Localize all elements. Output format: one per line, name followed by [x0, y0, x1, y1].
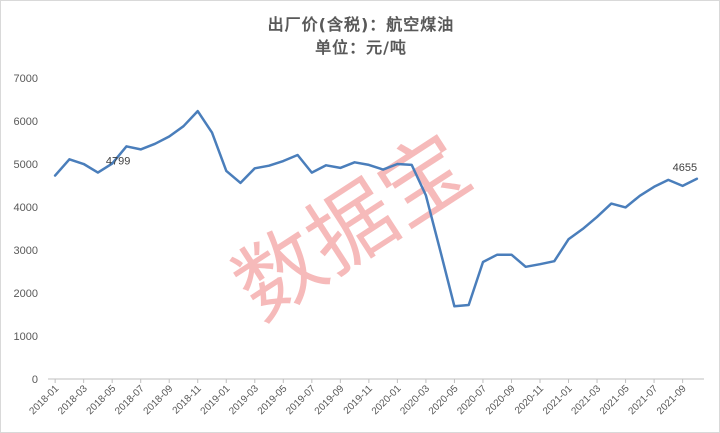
x-tick-label: 2018-01 — [28, 383, 62, 417]
data-point — [510, 254, 512, 256]
data-point — [410, 164, 412, 166]
x-tick-label: 2019-01 — [199, 383, 233, 417]
x-tick-label: 2018-03 — [56, 383, 90, 417]
x-tick-label: 2020-05 — [427, 383, 461, 417]
data-point — [639, 195, 641, 197]
data-point — [197, 110, 199, 112]
x-tick-label: 2018-07 — [113, 383, 147, 417]
series-line — [53, 109, 699, 308]
y-tick-label: 7000 — [14, 73, 38, 85]
data-label: 4655 — [673, 162, 697, 174]
data-point — [182, 125, 184, 127]
data-point — [97, 171, 99, 173]
watermark-text: 数据宝 — [218, 117, 487, 338]
data-point — [225, 170, 227, 172]
y-tick-label: 3000 — [14, 245, 38, 257]
y-tick-label: 6000 — [14, 116, 38, 128]
x-tick-label: 2021-03 — [569, 383, 603, 417]
data-point — [610, 202, 612, 204]
y-tick-label: 1000 — [14, 331, 38, 343]
data-point — [596, 216, 598, 218]
data-point — [353, 161, 355, 163]
data-point — [482, 261, 484, 263]
data-point — [254, 167, 256, 169]
data-point — [582, 228, 584, 230]
y-tick-label: 2000 — [14, 288, 38, 300]
y-tick-label: 4000 — [14, 202, 38, 214]
data-point — [154, 143, 156, 145]
x-tick-label: 2020-09 — [484, 383, 518, 417]
data-point — [268, 165, 270, 167]
data-point — [382, 168, 384, 170]
data-point — [624, 206, 626, 208]
x-tick-label: 2019-03 — [227, 383, 261, 417]
data-point — [311, 171, 313, 173]
x-tick-label: 2020-11 — [513, 383, 547, 417]
data-point — [296, 154, 298, 156]
data-point — [653, 186, 655, 188]
x-tick-label: 2020-03 — [398, 383, 432, 417]
x-tick-label: 2019-09 — [313, 383, 347, 417]
data-point — [567, 238, 569, 240]
data-point — [325, 164, 327, 166]
chart-subtitle: 单位：元/吨 — [315, 38, 407, 57]
data-label: 4799 — [106, 156, 130, 168]
data-point — [496, 254, 498, 256]
x-tick-label: 2020-01 — [370, 383, 404, 417]
x-tick-label: 2021-07 — [626, 383, 660, 417]
data-point — [282, 160, 284, 162]
data-point — [696, 178, 698, 180]
chart-title: 出厂价(含税)：航空煤油 — [267, 15, 455, 34]
y-tick-label: 5000 — [14, 159, 38, 171]
data-point — [239, 182, 241, 184]
data-point — [139, 148, 141, 150]
x-tick-label: 2019-07 — [284, 383, 318, 417]
data-point — [667, 179, 669, 181]
x-tick-label: 2021-01 — [541, 383, 575, 417]
data-point — [396, 163, 398, 165]
data-point — [54, 174, 56, 176]
data-point — [539, 263, 541, 265]
data-point — [525, 266, 527, 268]
x-tick-label: 2019-11 — [342, 383, 376, 417]
x-tick-label: 2020-07 — [455, 383, 489, 417]
data-point — [368, 164, 370, 166]
data-point — [68, 158, 70, 160]
data-point — [339, 167, 341, 169]
data-point — [453, 305, 455, 307]
data-point — [439, 249, 441, 251]
x-tick-label: 2018-05 — [85, 383, 119, 417]
x-tick-label: 2018-11 — [171, 383, 205, 417]
data-point — [82, 163, 84, 165]
y-tick-label: 0 — [32, 374, 38, 386]
x-tick-label: 2021-05 — [598, 383, 632, 417]
data-point — [553, 260, 555, 262]
x-tick-label: 2019-05 — [256, 383, 290, 417]
data-point — [467, 304, 469, 306]
data-point — [681, 185, 683, 187]
x-tick-label: 2021-09 — [655, 383, 689, 417]
data-point — [168, 135, 170, 137]
data-point — [211, 131, 213, 133]
data-point — [425, 194, 427, 196]
x-tick-label: 2018-09 — [142, 383, 176, 417]
data-point — [125, 145, 127, 147]
